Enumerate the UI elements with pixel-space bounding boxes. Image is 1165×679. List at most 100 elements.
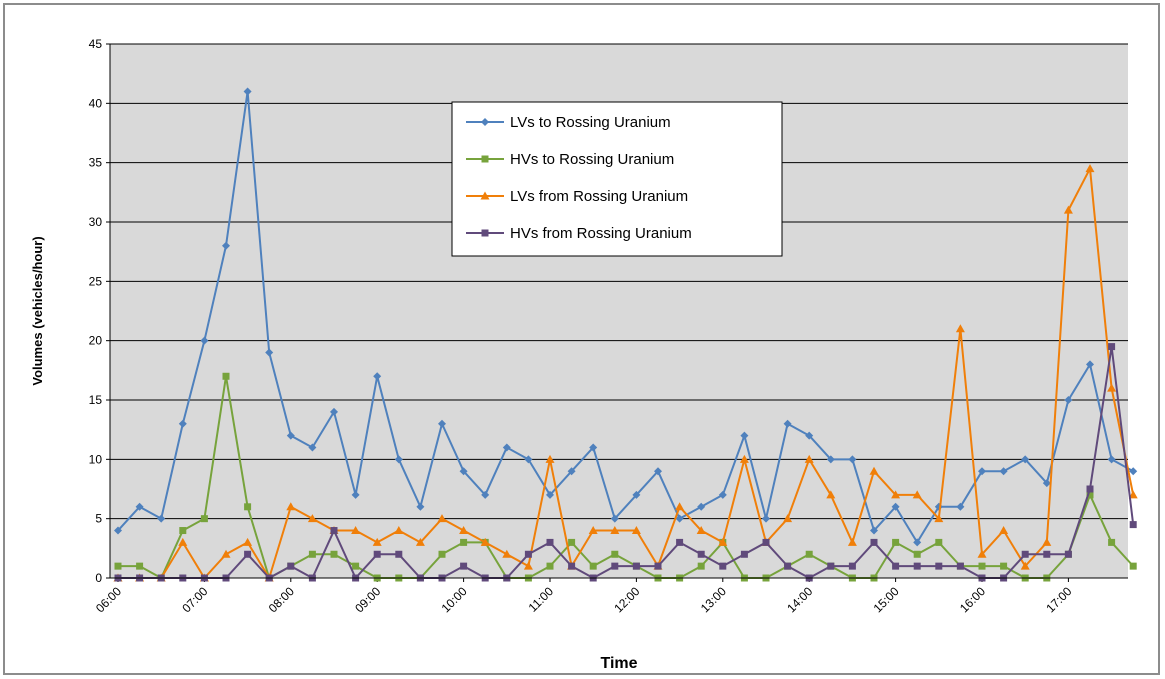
data-point	[1107, 383, 1117, 392]
data-point	[978, 467, 986, 476]
data-point	[610, 526, 620, 535]
data-point	[1107, 455, 1116, 464]
data-point	[460, 538, 468, 546]
data-point	[826, 490, 836, 499]
data-point	[589, 562, 597, 570]
data-point	[696, 526, 706, 535]
series-layer	[113, 87, 1138, 582]
data-point	[1108, 343, 1116, 351]
data-point	[632, 490, 641, 499]
data-point	[805, 550, 813, 558]
data-point	[437, 514, 447, 523]
data-point	[1108, 538, 1116, 546]
data-point	[913, 562, 921, 570]
data-point	[676, 538, 684, 546]
x-tick-label: 11:00	[526, 584, 557, 615]
data-point	[783, 514, 793, 523]
data-point	[545, 454, 555, 463]
y-tick-label: 30	[89, 215, 103, 229]
data-point	[179, 527, 187, 535]
data-point	[416, 502, 425, 511]
data-point	[1086, 491, 1094, 499]
y-tick-label: 15	[89, 393, 103, 407]
legend-item: LVs from Rossing Uranium	[466, 188, 688, 205]
data-point	[978, 562, 986, 570]
data-point	[546, 490, 554, 499]
series-1	[114, 87, 1138, 547]
x-tick-label: 06:00	[93, 584, 124, 615]
data-point	[459, 467, 468, 476]
data-point	[1063, 205, 1073, 214]
data-point	[718, 537, 728, 546]
data-point	[1043, 550, 1051, 558]
data-point	[1000, 562, 1008, 570]
data-point	[632, 562, 640, 570]
x-tick-label: 10:00	[439, 584, 470, 615]
data-point	[568, 538, 576, 546]
data-point	[1086, 485, 1094, 493]
data-point	[523, 561, 533, 570]
data-point	[826, 455, 835, 464]
data-point	[459, 526, 469, 535]
legend-label: LVs from Rossing Uranium	[510, 188, 688, 205]
data-point	[438, 419, 446, 428]
data-point	[567, 467, 576, 476]
data-point	[955, 324, 965, 333]
data-point	[697, 550, 705, 558]
data-point	[157, 514, 166, 523]
data-point	[1042, 479, 1051, 488]
x-tick-label: 17:00	[1043, 584, 1074, 615]
data-point	[373, 550, 381, 558]
y-axis-title: Volumes (vehicles/hour)	[30, 236, 45, 385]
data-point	[697, 502, 706, 511]
data-point	[265, 348, 274, 357]
data-point	[935, 538, 943, 546]
data-point	[330, 527, 338, 535]
x-tick-label: 16:00	[957, 584, 988, 615]
data-point	[1129, 467, 1138, 476]
data-point	[611, 562, 619, 570]
x-tick-label: 08:00	[266, 584, 297, 615]
y-tick-label: 40	[89, 96, 103, 110]
legend-item: HVs from Rossing Uranium	[466, 225, 692, 242]
data-point	[178, 537, 188, 546]
data-point	[740, 550, 748, 558]
data-point	[308, 443, 317, 452]
y-tick-label: 45	[89, 37, 103, 51]
legend-box	[451, 101, 783, 257]
legend-marker	[481, 229, 489, 237]
y-tick-label: 20	[89, 334, 103, 348]
data-point	[244, 550, 252, 558]
x-axis-ticks: 06:00 07:00 08:00 09:00 10:00 11:00 12:00 13:00…	[93, 578, 1075, 615]
data-point	[394, 526, 404, 535]
legend-marker	[481, 118, 489, 126]
data-point	[891, 490, 901, 499]
data-point	[114, 562, 122, 570]
data-point	[352, 562, 360, 570]
y-tick-label: 5	[95, 512, 102, 526]
data-point	[524, 550, 532, 558]
data-point	[891, 502, 900, 511]
data-point	[913, 538, 922, 547]
legend-label: LVs to Rossing Uranium	[510, 114, 671, 131]
data-point	[1064, 396, 1073, 404]
x-axis-title: Time	[600, 655, 637, 672]
data-point	[719, 562, 727, 570]
data-point	[372, 537, 382, 546]
data-point	[1086, 360, 1094, 369]
data-point	[394, 455, 403, 464]
data-point	[222, 372, 230, 380]
data-point	[870, 526, 878, 535]
data-point	[351, 526, 361, 535]
data-point	[739, 454, 749, 463]
data-point	[502, 549, 512, 558]
data-point	[1021, 550, 1029, 558]
data-point	[783, 419, 792, 428]
data-point	[243, 87, 252, 96]
data-point	[524, 455, 533, 464]
data-point	[480, 537, 490, 546]
data-point	[502, 443, 511, 452]
data-point	[892, 538, 900, 546]
data-point	[588, 526, 598, 535]
data-point	[956, 562, 964, 570]
